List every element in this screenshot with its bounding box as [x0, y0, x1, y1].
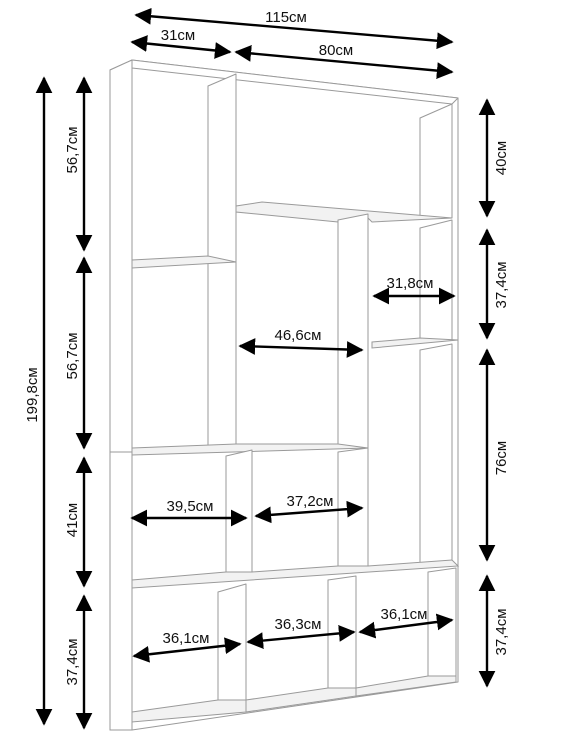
left-height-4-label: 37,4см — [64, 638, 81, 685]
left-height-3-label: 41см — [64, 503, 81, 538]
bottom-plinth-right — [355, 675, 457, 697]
left-height-2-label: 56,7см — [64, 332, 81, 379]
small-right-shelf — [371, 337, 459, 349]
left-side-panel — [109, 59, 133, 731]
bookcase — [109, 59, 460, 731]
left-height-1-label: 56,7см — [64, 126, 81, 173]
bottom-left-width-label: 36,1см — [162, 630, 209, 647]
overall-width-arrow — [134, 7, 454, 50]
row3-middle-width-arrow — [254, 500, 364, 524]
tall-center-cell-width-label: 46,6см — [274, 327, 321, 344]
left-top-width-label: 31см — [161, 27, 196, 44]
right-height-2-label: 37,4см — [493, 261, 510, 308]
row3-middle-width-label: 37,2см — [286, 493, 333, 510]
center-divider — [337, 213, 369, 449]
upper-middle-shelf — [235, 201, 453, 223]
overall-height-label: 199,8см — [24, 367, 41, 422]
top-right-side-wall — [419, 103, 453, 219]
row3-divider-left — [225, 449, 253, 577]
bottom-left-width-arrow — [132, 637, 242, 663]
overall-width-label: 115см — [265, 9, 307, 26]
bottom-right-width-label: 36,1см — [380, 606, 427, 623]
right-top-width-arrow — [234, 45, 454, 79]
bottom-divider-middle — [327, 575, 357, 697]
right-tall-wall — [419, 343, 453, 567]
small-right-cell-width-label: 31,8см — [386, 275, 433, 292]
tall-center-cell-width-arrow — [238, 338, 364, 358]
bottom-middle-width-label: 36,3см — [274, 616, 321, 633]
bottom-right-width-arrow — [358, 613, 454, 639]
bottom-middle-width-arrow — [246, 625, 356, 649]
right-height-3-label: 76см — [493, 441, 510, 476]
left-shelf-1 — [131, 255, 237, 269]
bottom-divider-left — [217, 583, 247, 713]
left-top-width-arrow — [130, 35, 232, 59]
lower-shelf — [131, 559, 460, 589]
right-top-width-label: 80см — [319, 42, 354, 59]
row3-left-width-label: 39,5см — [166, 498, 213, 515]
middle-shelf — [131, 443, 369, 456]
right-height-4-label: 37,4см — [493, 608, 510, 655]
right-height-1-label: 40см — [493, 141, 510, 176]
